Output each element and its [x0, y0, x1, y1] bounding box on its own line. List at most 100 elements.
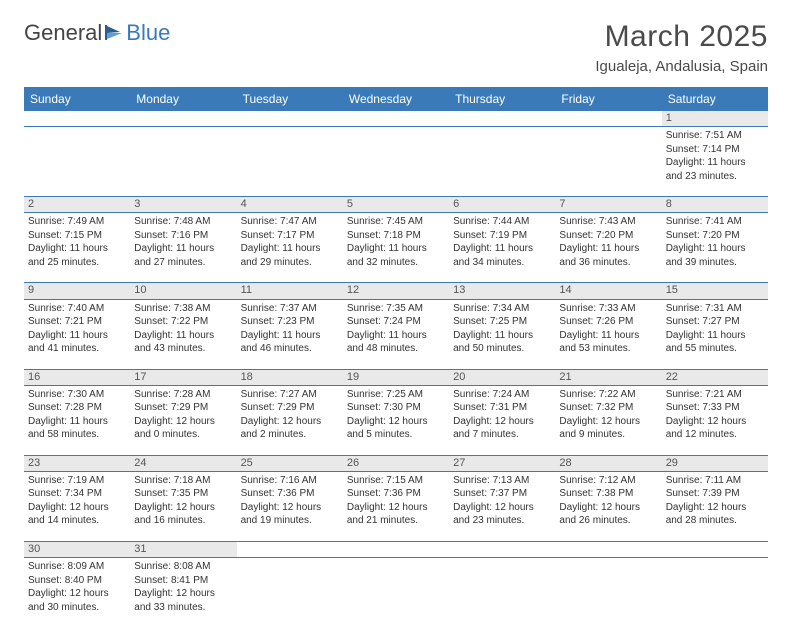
day-cell — [237, 558, 343, 628]
day-info-line: and 43 minutes. — [134, 342, 232, 356]
day-info-line: Sunrise: 7:38 AM — [134, 302, 232, 316]
day-info-line: Sunrise: 7:40 AM — [28, 302, 126, 316]
day-info-line: Sunset: 7:32 PM — [559, 401, 657, 415]
day-info-line: Daylight: 12 hours — [28, 501, 126, 515]
day-info-line: Sunrise: 7:34 AM — [453, 302, 551, 316]
day-cell — [130, 127, 236, 197]
day-info-line: and 55 minutes. — [666, 342, 764, 356]
day-info-line: Sunset: 7:35 PM — [134, 487, 232, 501]
day-number-cell: 20 — [449, 369, 555, 385]
day-info-line: Sunrise: 7:31 AM — [666, 302, 764, 316]
day-info-line: Daylight: 11 hours — [666, 329, 764, 343]
day-number-cell: 14 — [555, 283, 661, 299]
day-info-line: Sunset: 7:25 PM — [453, 315, 551, 329]
day-info-line: Daylight: 11 hours — [28, 242, 126, 256]
day-number-cell: 4 — [237, 197, 343, 213]
day-info-line: and 46 minutes. — [241, 342, 339, 356]
day-number-cell: 1 — [662, 111, 768, 127]
day-cell — [555, 127, 661, 197]
day-cell: Sunrise: 7:28 AMSunset: 7:29 PMDaylight:… — [130, 385, 236, 455]
day-number-cell: 16 — [24, 369, 130, 385]
day-info-line: Daylight: 11 hours — [28, 415, 126, 429]
day-cell — [343, 127, 449, 197]
day-number-cell: 30 — [24, 541, 130, 557]
day-number-row: 2345678 — [24, 197, 768, 213]
day-number-cell: 19 — [343, 369, 449, 385]
day-number-cell: 24 — [130, 455, 236, 471]
day-cell: Sunrise: 7:27 AMSunset: 7:29 PMDaylight:… — [237, 385, 343, 455]
day-number-cell — [555, 541, 661, 557]
day-info-line: Daylight: 12 hours — [453, 415, 551, 429]
day-info-line: and 34 minutes. — [453, 256, 551, 270]
day-number-cell — [130, 111, 236, 127]
day-info-line: Sunset: 7:36 PM — [347, 487, 445, 501]
day-info-line: Sunset: 7:28 PM — [28, 401, 126, 415]
day-cell: Sunrise: 7:43 AMSunset: 7:20 PMDaylight:… — [555, 213, 661, 283]
day-info-line: Sunrise: 7:49 AM — [28, 215, 126, 229]
day-info-line: Sunset: 7:20 PM — [666, 229, 764, 243]
day-info-line: and 23 minutes. — [453, 514, 551, 528]
day-info-line: and 14 minutes. — [28, 514, 126, 528]
week-row: Sunrise: 7:49 AMSunset: 7:15 PMDaylight:… — [24, 213, 768, 283]
day-info-line: Daylight: 11 hours — [241, 329, 339, 343]
day-info-line: Sunset: 7:24 PM — [347, 315, 445, 329]
day-info-line: and 9 minutes. — [559, 428, 657, 442]
week-row: Sunrise: 7:40 AMSunset: 7:21 PM Daylight:… — [24, 299, 768, 369]
day-info-line: Daylight: 12 hours — [559, 501, 657, 515]
day-info-line: and 2 minutes. — [241, 428, 339, 442]
day-info-line: and 33 minutes. — [134, 601, 232, 615]
day-info-line: Daylight: 12 hours — [241, 415, 339, 429]
day-cell — [555, 558, 661, 628]
day-info-line: Sunrise: 7:21 AM — [666, 388, 764, 402]
day-info-line: Daylight: 11 hours — [559, 242, 657, 256]
day-info-line: Sunset: 7:29 PM — [241, 401, 339, 415]
day-header: Saturday — [662, 88, 768, 111]
day-info-line: and 32 minutes. — [347, 256, 445, 270]
day-info-line: Daylight: 12 hours — [453, 501, 551, 515]
title-block: March 2025 Igualeja, Andalusia, Spain — [595, 20, 768, 75]
day-info-line: Sunrise: 7:45 AM — [347, 215, 445, 229]
day-number-cell: 22 — [662, 369, 768, 385]
day-number-cell: 29 — [662, 455, 768, 471]
day-info-line: and 26 minutes. — [559, 514, 657, 528]
day-info-line: Sunset: 7:38 PM — [559, 487, 657, 501]
day-number-row: 16171819202122 — [24, 369, 768, 385]
day-info-line: and 41 minutes. — [28, 342, 126, 356]
day-info-line: Daylight: 11 hours — [134, 329, 232, 343]
day-number-cell: 27 — [449, 455, 555, 471]
day-info-line: and 58 minutes. — [28, 428, 126, 442]
day-cell: Sunrise: 7:12 AMSunset: 7:38 PMDaylight:… — [555, 471, 661, 541]
calendar-table: Sunday Monday Tuesday Wednesday Thursday… — [24, 87, 768, 628]
day-info-line: Sunset: 7:31 PM — [453, 401, 551, 415]
day-info-line: and 5 minutes. — [347, 428, 445, 442]
day-number-cell — [449, 541, 555, 557]
day-info-line: Sunset: 7:20 PM — [559, 229, 657, 243]
day-cell: Sunrise: 7:15 AMSunset: 7:36 PMDaylight:… — [343, 471, 449, 541]
day-info-line: and 28 minutes. — [666, 514, 764, 528]
day-number-cell: 3 — [130, 197, 236, 213]
day-info-line: Daylight: 11 hours — [453, 242, 551, 256]
day-info-line: and 25 minutes. — [28, 256, 126, 270]
day-info-line: Sunset: 7:15 PM — [28, 229, 126, 243]
day-info-line: and 30 minutes. — [28, 601, 126, 615]
day-cell — [237, 127, 343, 197]
day-info-line: Daylight: 12 hours — [134, 501, 232, 515]
day-cell — [343, 558, 449, 628]
day-info-line: Sunrise: 7:43 AM — [559, 215, 657, 229]
day-number-cell: 8 — [662, 197, 768, 213]
day-cell — [662, 558, 768, 628]
day-cell: Sunrise: 7:37 AMSunset: 7:23 PMDaylight:… — [237, 299, 343, 369]
day-cell: Sunrise: 7:22 AMSunset: 7:32 PMDaylight:… — [555, 385, 661, 455]
day-info-line: Sunset: 7:23 PM — [241, 315, 339, 329]
day-cell — [449, 558, 555, 628]
day-info-line: and 12 minutes. — [666, 428, 764, 442]
day-info-line: and 7 minutes. — [453, 428, 551, 442]
day-number-cell — [24, 111, 130, 127]
day-info-line: Sunset: 7:21 PM — [28, 315, 126, 329]
day-header: Tuesday — [237, 88, 343, 111]
day-number-cell: 17 — [130, 369, 236, 385]
day-cell: Sunrise: 7:24 AMSunset: 7:31 PMDaylight:… — [449, 385, 555, 455]
day-cell: Sunrise: 7:30 AMSunset: 7:28 PMDaylight:… — [24, 385, 130, 455]
day-info-line: and 53 minutes. — [559, 342, 657, 356]
day-info-line: Sunrise: 7:22 AM — [559, 388, 657, 402]
